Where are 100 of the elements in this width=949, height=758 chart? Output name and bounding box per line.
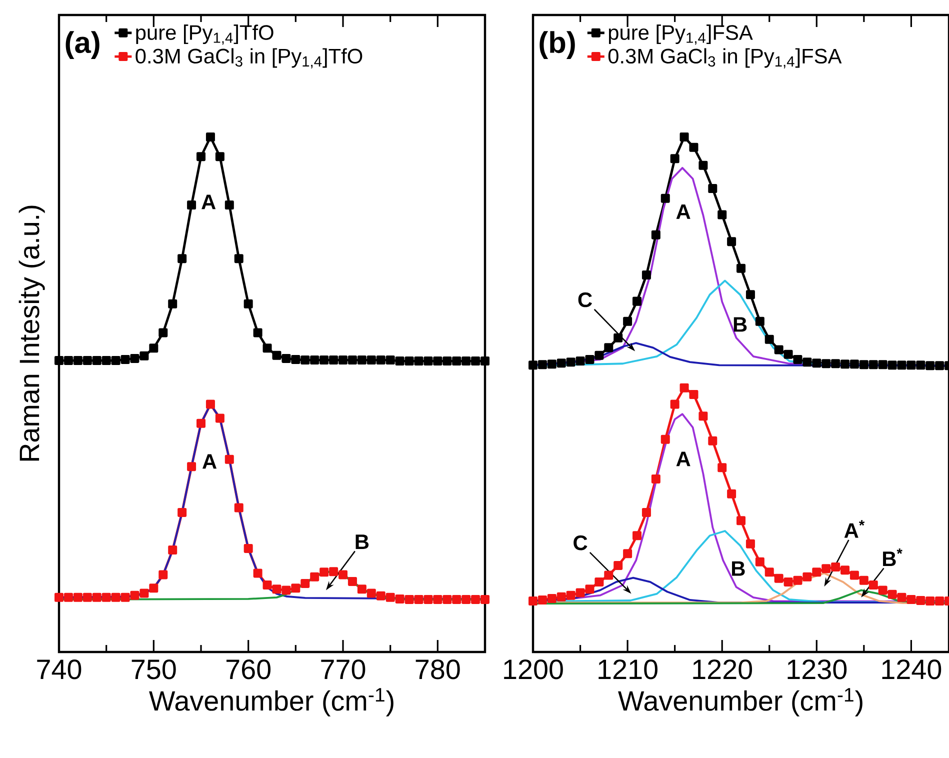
point <box>348 356 357 365</box>
point <box>831 359 840 368</box>
point <box>471 356 480 366</box>
point <box>282 354 291 363</box>
point <box>300 356 310 365</box>
point <box>614 560 623 570</box>
point <box>64 592 73 602</box>
point <box>689 142 698 152</box>
point <box>338 356 348 365</box>
point <box>244 544 253 553</box>
point <box>746 290 755 300</box>
point <box>329 356 338 365</box>
point <box>718 210 727 220</box>
point <box>764 334 774 344</box>
point <box>906 360 916 370</box>
point <box>92 356 102 366</box>
point <box>566 590 576 600</box>
point <box>462 356 471 366</box>
point <box>224 454 234 464</box>
point <box>320 568 329 577</box>
point <box>632 531 642 540</box>
point <box>262 580 272 590</box>
point <box>736 516 746 526</box>
point <box>840 360 850 369</box>
point <box>234 503 244 512</box>
point <box>348 576 357 586</box>
point <box>178 254 187 264</box>
point <box>623 316 632 326</box>
point <box>528 360 538 370</box>
point <box>102 592 111 602</box>
point <box>916 360 926 370</box>
point <box>130 354 140 363</box>
point <box>680 383 689 392</box>
point <box>480 356 490 366</box>
x-tick-label: 1230 <box>788 660 847 680</box>
point <box>850 570 859 580</box>
point <box>660 434 670 444</box>
x-axis-title: Wavenumber (cm$^{-1}$) <box>618 688 862 716</box>
annotation: B <box>734 317 747 332</box>
point <box>82 592 92 602</box>
point <box>718 463 727 472</box>
point <box>149 584 158 593</box>
point <box>291 584 300 593</box>
point <box>462 594 471 604</box>
point <box>764 568 774 577</box>
point <box>755 316 764 326</box>
point <box>916 596 926 606</box>
point <box>357 584 366 594</box>
point <box>585 355 594 364</box>
point <box>604 343 614 352</box>
point <box>576 356 585 366</box>
point <box>708 436 718 446</box>
y-axis-title: Raman Intesity (a.u.) <box>18 206 45 461</box>
point <box>414 356 424 366</box>
point <box>736 264 746 273</box>
point <box>471 594 480 604</box>
point <box>859 360 868 370</box>
point <box>840 566 850 575</box>
legend-label: 0.3M GaCl$_{3}$ in [Py$_{1,4}$]FSA <box>608 48 842 68</box>
point <box>395 356 404 366</box>
point <box>802 572 812 582</box>
point <box>158 328 168 338</box>
point <box>727 237 736 246</box>
point <box>158 570 168 580</box>
point <box>708 184 718 194</box>
point <box>585 584 594 594</box>
point <box>149 344 158 353</box>
point <box>73 592 82 602</box>
point <box>935 361 944 370</box>
point <box>812 568 822 577</box>
point <box>433 594 442 604</box>
annotation: A <box>202 454 217 469</box>
point <box>868 360 878 370</box>
point <box>547 594 556 603</box>
point <box>168 299 178 308</box>
point <box>338 570 348 580</box>
annotation: A <box>202 194 216 210</box>
point <box>215 152 224 162</box>
point <box>594 350 604 360</box>
point <box>187 200 196 210</box>
x-tick-label: 740 <box>37 660 82 680</box>
x-tick-label: 1210 <box>598 660 658 680</box>
point <box>282 586 291 595</box>
point <box>253 328 262 338</box>
point <box>357 356 366 365</box>
point <box>168 546 178 555</box>
point <box>859 576 868 585</box>
point <box>376 356 386 365</box>
point <box>850 360 859 369</box>
point <box>868 580 878 590</box>
point <box>424 594 433 604</box>
point <box>130 590 140 600</box>
point <box>244 299 253 308</box>
x-tick-label: 760 <box>226 660 271 680</box>
point <box>774 345 784 354</box>
point <box>698 412 708 421</box>
point <box>404 356 414 366</box>
point <box>386 356 395 365</box>
annotation: A <box>676 452 690 466</box>
point <box>660 194 670 203</box>
